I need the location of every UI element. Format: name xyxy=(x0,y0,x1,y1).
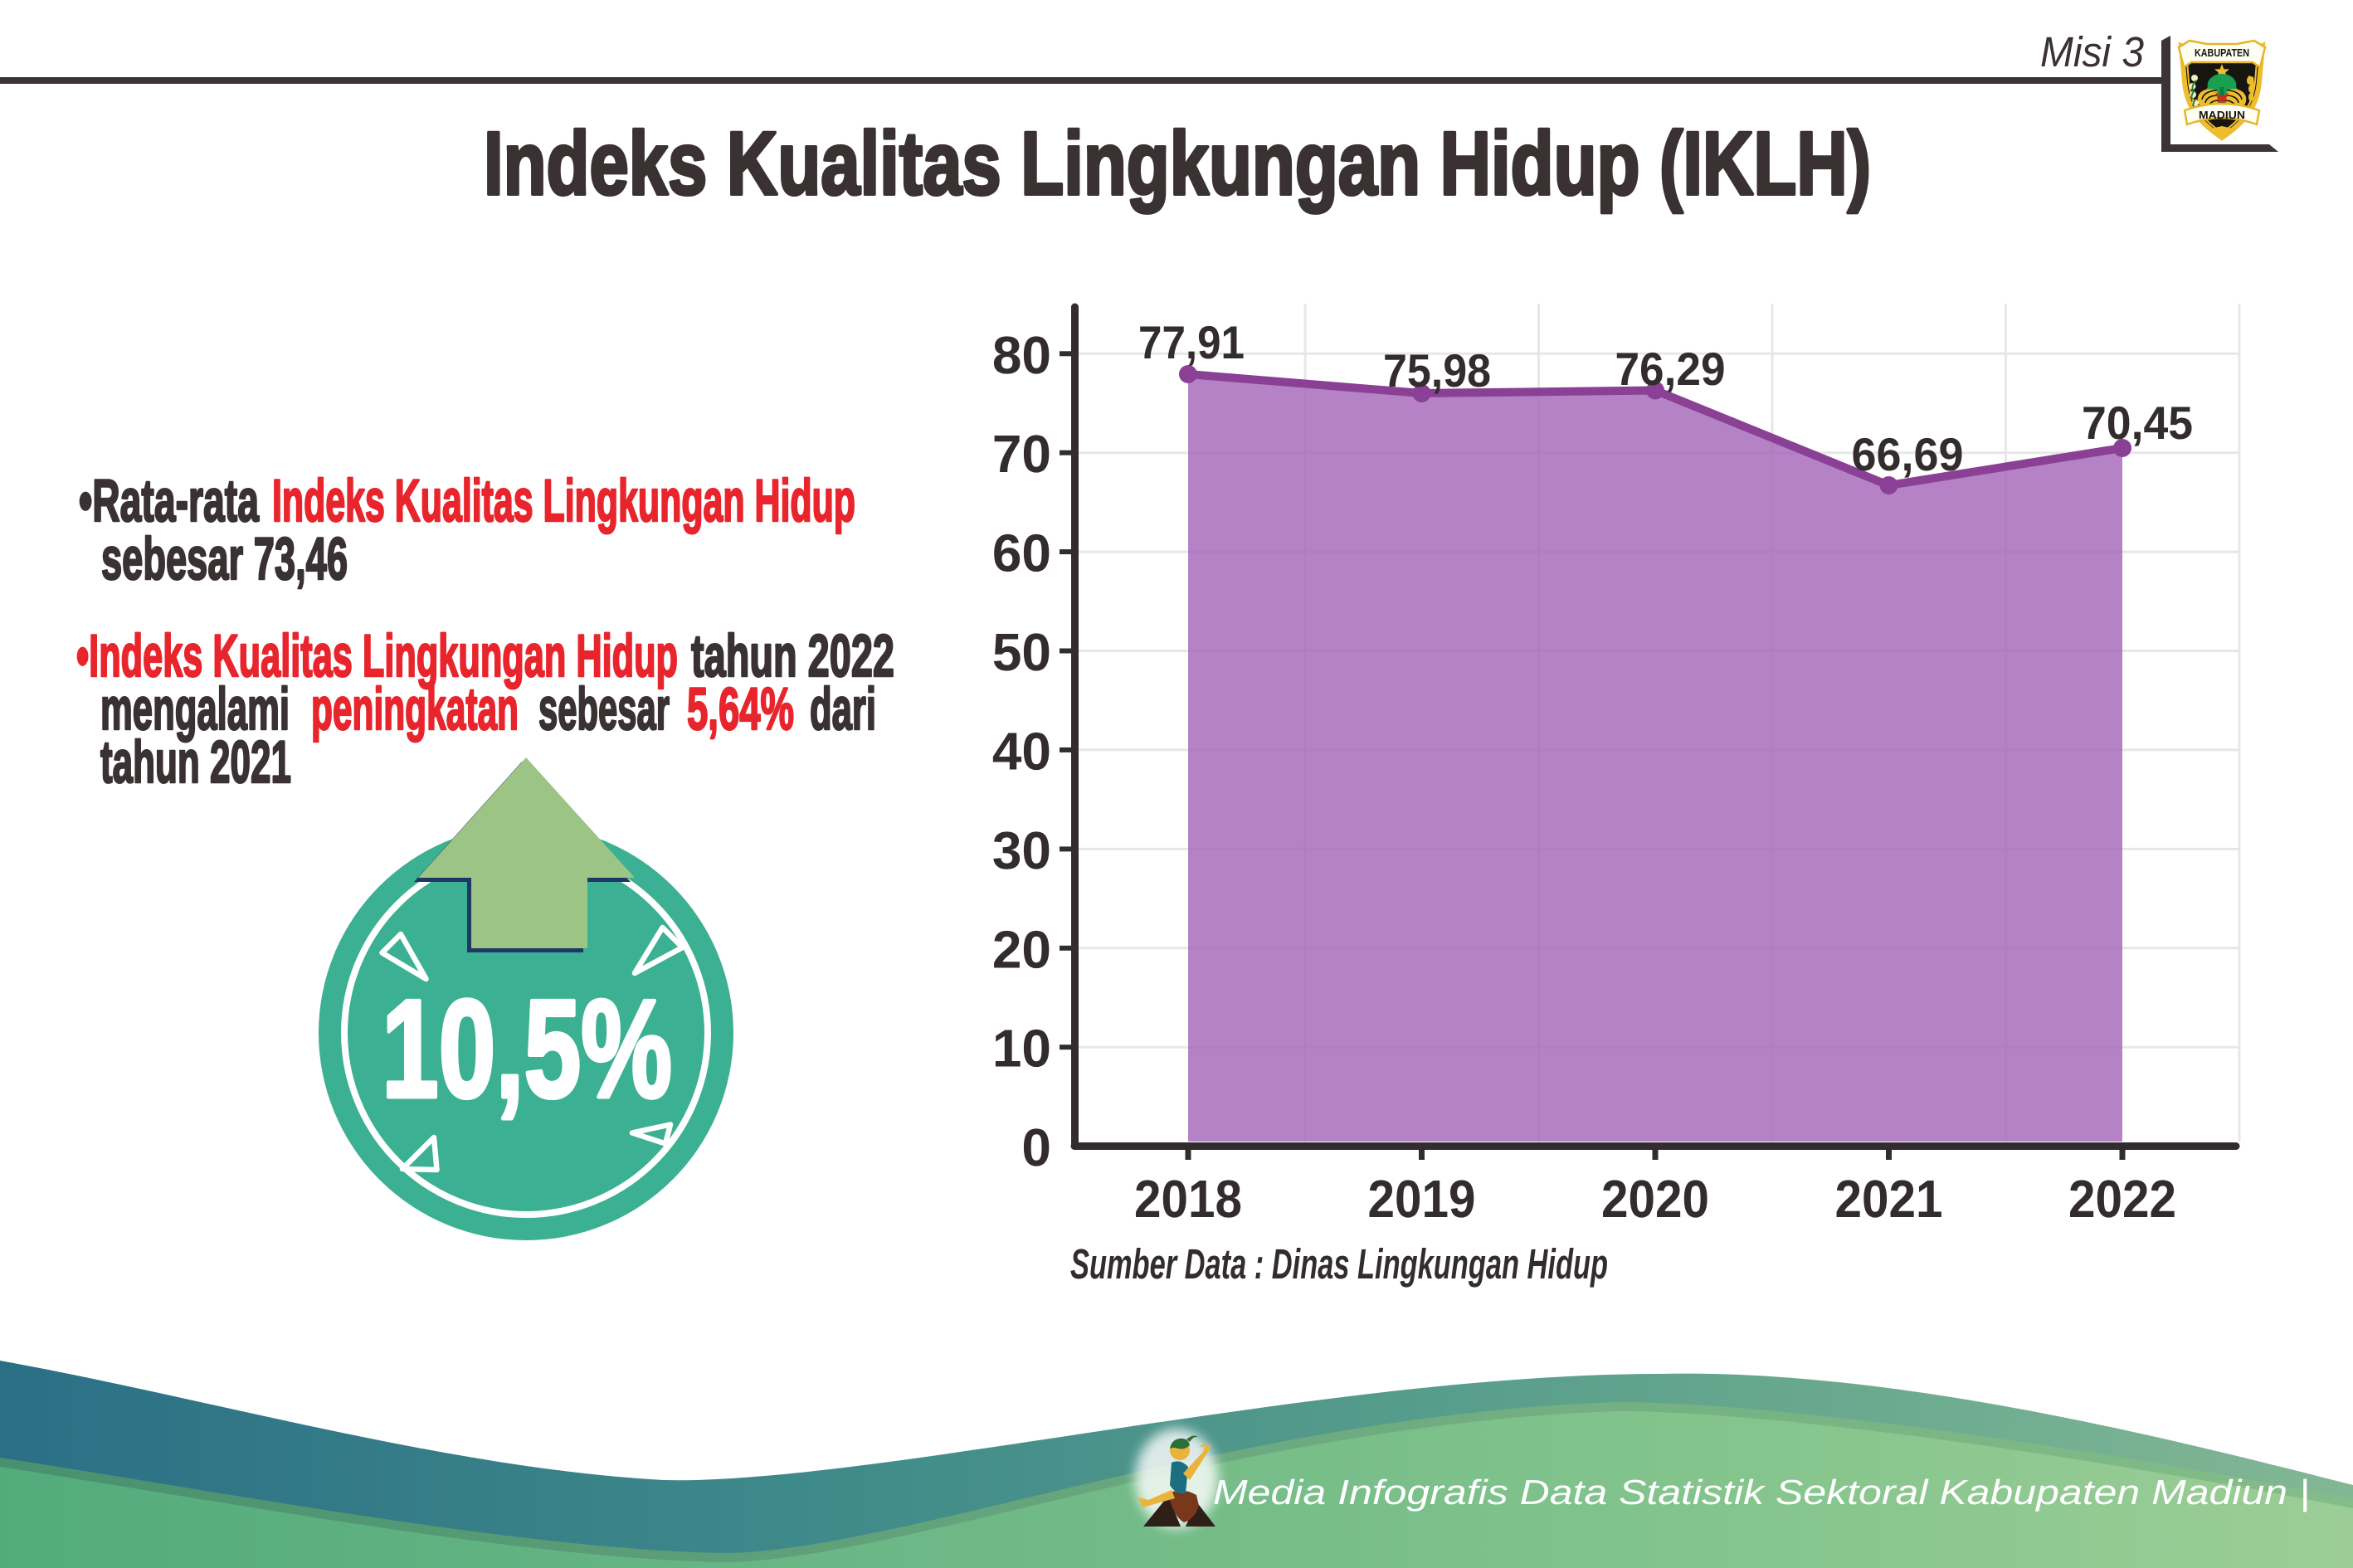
svg-text:76,29: 76,29 xyxy=(1615,343,1725,395)
svg-text:tahun 2022: tahun 2022 xyxy=(691,623,894,689)
svg-text:dari: dari xyxy=(810,676,876,743)
svg-text:•Indeks Kualitas Lingkungan Hi: •Indeks Kualitas Lingkungan Hidup xyxy=(76,623,678,689)
svg-text:tahun 2021: tahun 2021 xyxy=(100,729,291,796)
svg-text:10: 10 xyxy=(992,1019,1051,1079)
svg-text:Sumber Data : Dinas Lingkungan: Sumber Data : Dinas Lingkungan Hidup xyxy=(1070,1240,1608,1288)
svg-text:10,5%: 10,5% xyxy=(382,971,672,1127)
svg-text:20: 20 xyxy=(992,919,1051,979)
svg-text:KABUPATEN: KABUPATEN xyxy=(2195,46,2249,59)
svg-text:77,91: 77,91 xyxy=(1138,316,1245,368)
svg-text:2020: 2020 xyxy=(1601,1169,1709,1229)
svg-text:Misi 3: Misi 3 xyxy=(2040,28,2144,75)
svg-text:2021: 2021 xyxy=(1834,1169,1942,1229)
svg-text:Media Infografis Data Statisti: Media Infografis Data Statistik Sektoral… xyxy=(1213,1473,2310,1512)
svg-text:0: 0 xyxy=(1021,1118,1051,1177)
svg-text:peningkatan: peningkatan xyxy=(311,676,519,743)
svg-text:30: 30 xyxy=(992,821,1051,880)
svg-text:sebesar 73,46: sebesar 73,46 xyxy=(101,526,348,592)
svg-text:2022: 2022 xyxy=(2068,1169,2176,1229)
svg-text:80: 80 xyxy=(992,325,1051,385)
svg-text:70: 70 xyxy=(992,424,1051,484)
svg-text:75,98: 75,98 xyxy=(1383,344,1491,397)
svg-text:Indeks Kualitas Lingkungan Hid: Indeks Kualitas Lingkungan Hidup xyxy=(272,468,855,534)
svg-text:sebesar: sebesar xyxy=(538,676,670,743)
svg-text:Indeks Kualitas Lingkungan Hid: Indeks Kualitas Lingkungan Hidup (IKLH) xyxy=(484,113,1871,213)
svg-text:mengalami: mengalami xyxy=(100,676,290,743)
svg-text:70,45: 70,45 xyxy=(2082,397,2193,449)
svg-text:66,69: 66,69 xyxy=(1851,428,1963,480)
svg-text:2018: 2018 xyxy=(1134,1169,1242,1229)
svg-text:50: 50 xyxy=(992,622,1051,682)
svg-text:MADIUN: MADIUN xyxy=(2199,109,2245,121)
svg-text:40: 40 xyxy=(992,721,1051,781)
svg-text:•Rata-rata: •Rata-rata xyxy=(79,468,260,534)
svg-text:60: 60 xyxy=(992,523,1051,583)
svg-text:5,64%: 5,64% xyxy=(687,676,794,743)
svg-text:2019: 2019 xyxy=(1367,1169,1475,1229)
